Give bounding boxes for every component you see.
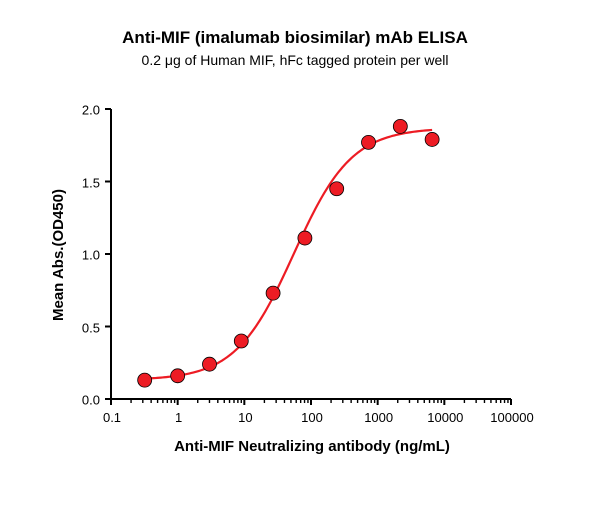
y-tick-label: 0.5	[82, 320, 100, 335]
y-tick-label: 2.0	[82, 103, 100, 118]
x-tick-label: 0.1	[103, 410, 121, 425]
y-tick-label: 0.0	[82, 393, 100, 408]
x-tick-label: 1	[175, 410, 182, 425]
subtitle-prefix: 0.2	[142, 52, 165, 68]
chart-subtitle: 0.2 μg of Human MIF, hFc tagged protein …	[0, 52, 590, 68]
x-tick-label: 100	[301, 410, 323, 425]
y-axis-label: Mean Abs.(OD450)	[50, 110, 67, 400]
x-tick-label: 10000	[427, 410, 463, 425]
chart-container: { "chart": { "type": "scatter-with-fit",…	[0, 0, 590, 508]
x-axis-label: Anti-MIF Neutralizing antibody (ng/mL)	[112, 438, 512, 455]
chart-title: Anti-MIF (imalumab biosimilar) mAb ELISA	[0, 28, 590, 48]
y-tick-label: 1.5	[82, 175, 100, 190]
subtitle-mu: μ	[165, 52, 173, 68]
x-tick-label: 10	[238, 410, 252, 425]
subtitle-rest: g of Human MIF, hFc tagged protein per w…	[173, 52, 448, 68]
x-tick-label: 100000	[490, 410, 533, 425]
y-tick-label: 1.0	[82, 248, 100, 263]
chart-plot-svg	[111, 109, 513, 401]
x-tick-label: 1000	[364, 410, 393, 425]
